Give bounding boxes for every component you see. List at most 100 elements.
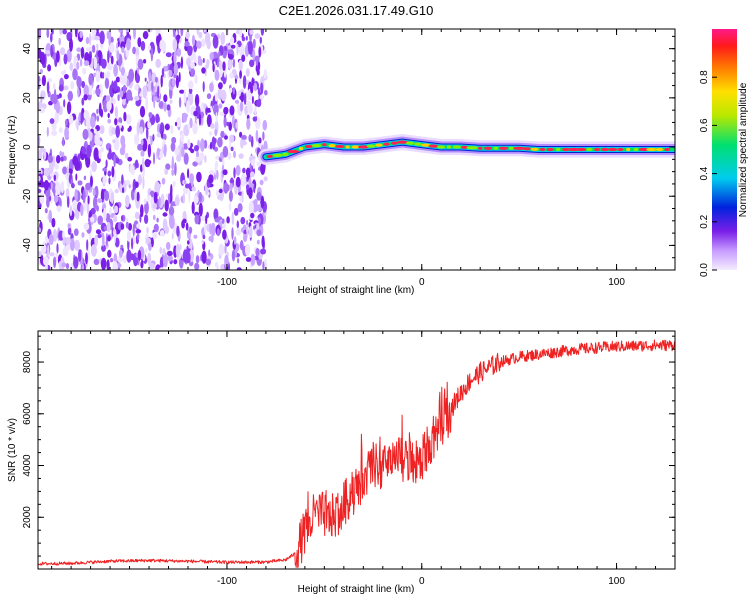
noise-speckle (187, 168, 190, 179)
y-tick-label: 6000 (22, 402, 33, 425)
y-tick-label: 4000 (22, 454, 33, 477)
noise-speckle (116, 50, 120, 61)
noise-speckle (137, 143, 143, 151)
noise-speckle (90, 175, 93, 188)
noise-speckle (218, 103, 223, 109)
noise-speckle (187, 93, 191, 99)
noise-speckle (126, 230, 131, 242)
noise-speckle (122, 187, 125, 194)
noise-speckle (137, 58, 144, 70)
noise-speckle (96, 205, 99, 212)
noise-speckle (74, 188, 78, 203)
noise-speckle (220, 130, 225, 138)
noise-speckle (218, 188, 223, 194)
noise-speckle (192, 161, 198, 167)
x-tick-label: -100 (217, 576, 237, 587)
noise-speckle (117, 94, 120, 102)
noise-speckle (252, 158, 255, 170)
noise-speckle (185, 183, 190, 189)
noise-speckle (130, 96, 133, 101)
noise-speckle (201, 250, 207, 264)
snr-x-axis-label: Height of straight line (km) (298, 584, 415, 595)
noise-speckle (61, 70, 66, 75)
noise-speckle (210, 234, 214, 243)
noise-speckle (92, 134, 95, 148)
noise-speckle (137, 174, 142, 185)
noise-speckle (244, 243, 251, 256)
noise-speckle (203, 103, 207, 109)
snr-y-axis-label: SNR (10 * v/v) (7, 418, 18, 482)
noise-speckle (196, 150, 199, 159)
noise-speckle (227, 45, 231, 50)
noise-speckle (216, 263, 219, 270)
noise-speckle (50, 181, 53, 191)
noise-speckle (180, 56, 183, 69)
noise-speckle (125, 221, 129, 229)
noise-speckle (95, 70, 101, 83)
noise-speckle (232, 87, 236, 95)
noise-speckle (106, 259, 110, 270)
noise-speckle (259, 94, 265, 100)
noise-speckle (50, 33, 53, 43)
noise-speckle (182, 143, 189, 150)
noise-speckle (249, 59, 255, 68)
noise-speckle (194, 262, 200, 270)
noise-speckle (143, 198, 147, 205)
noise-speckle (165, 241, 171, 251)
noise-speckle (74, 29, 78, 38)
noise-speckle (182, 192, 185, 204)
noise-speckle (220, 76, 226, 82)
noise-speckle (75, 173, 78, 181)
noise-speckle (205, 258, 212, 266)
noise-speckle (64, 119, 68, 126)
noise-speckle (198, 113, 202, 126)
noise-speckle (195, 255, 200, 264)
noise-speckle (222, 61, 226, 71)
noise-speckle (235, 227, 241, 236)
noise-speckle (56, 243, 59, 254)
colorbar-tick-label: 0.0 (699, 263, 710, 277)
noise-speckle (176, 116, 182, 128)
noise-speckle (146, 226, 149, 234)
noise-speckle (51, 130, 58, 136)
noise-speckle (159, 267, 165, 270)
noise-speckle (80, 46, 85, 59)
noise-speckle (259, 179, 264, 186)
noise-speckle (242, 75, 247, 89)
noise-speckle (108, 177, 111, 185)
band-hotspot (452, 145, 461, 149)
noise-speckle (190, 68, 196, 77)
noise-speckle (183, 179, 187, 185)
noise-speckle (107, 170, 112, 177)
band-hotspot (391, 141, 398, 145)
noise-speckle (113, 63, 118, 77)
band-hotspot (322, 143, 327, 147)
noise-speckle (100, 108, 104, 118)
noise-speckle (260, 29, 265, 36)
noise-speckle (250, 212, 255, 219)
band-hotspot (466, 146, 479, 150)
noise-speckle (175, 75, 179, 89)
noise-speckle (97, 215, 103, 225)
band-hotspot (335, 144, 345, 149)
noise-speckle (199, 152, 205, 161)
noise-speckle (214, 69, 220, 81)
noise-speckle (210, 123, 215, 129)
colorbar-tick-label: 0.6 (699, 118, 710, 132)
colorbar-label: Normalized spectral amplitude (738, 82, 749, 217)
signal-band (257, 134, 675, 165)
noise-speckle (235, 164, 241, 176)
noise-speckle (38, 175, 41, 182)
noise-speckle (226, 216, 230, 224)
noise-speckle (229, 105, 235, 116)
noise-speckle (38, 250, 42, 257)
noise-speckle (215, 112, 218, 123)
band-hotspot (345, 145, 350, 149)
noise-speckle (95, 229, 102, 235)
noise-speckle (216, 228, 220, 237)
band-hotspot (287, 149, 300, 154)
noise-speckle (220, 31, 226, 46)
noise-speckle (165, 163, 171, 170)
noise-speckle (230, 36, 235, 45)
noise-speckle (81, 263, 85, 270)
